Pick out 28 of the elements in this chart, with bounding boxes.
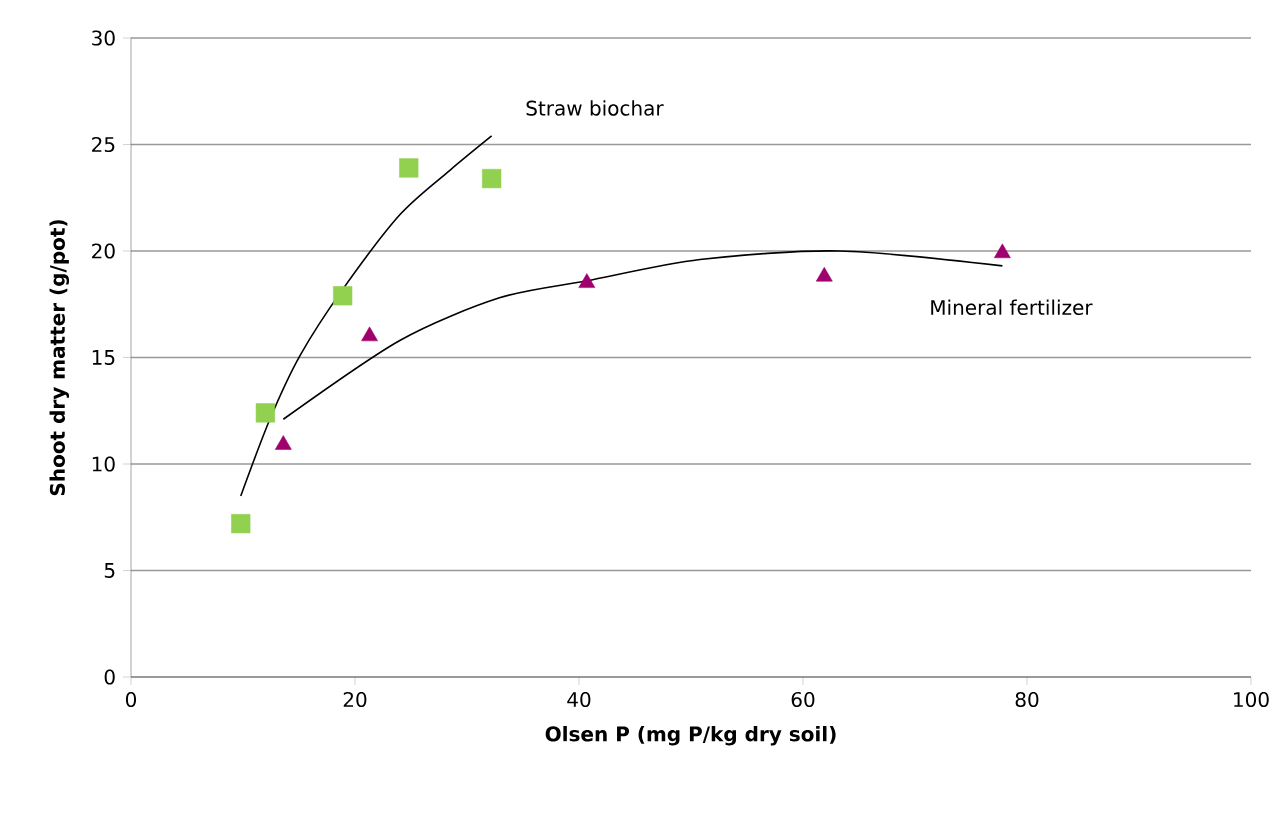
annotation: Straw biochar	[526, 100, 664, 116]
point	[274, 435, 292, 450]
y-tick-label: 10	[92, 456, 115, 472]
point	[578, 273, 596, 288]
point	[333, 286, 353, 306]
x-tick-label: 40	[567, 691, 591, 708]
y-tick-label: 30	[92, 30, 115, 46]
y-tick-label: 15	[92, 350, 115, 365]
line-series	[239, 135, 493, 497]
line-series	[282, 250, 1004, 421]
x-axis-title: Olsen P (mg P/kg dry soil)	[545, 726, 836, 746]
point	[255, 403, 275, 423]
point	[399, 158, 419, 178]
y-tick-label: 20	[92, 243, 115, 259]
y-tick-label: 25	[92, 136, 115, 153]
point	[482, 168, 502, 189]
point	[815, 266, 833, 282]
point	[361, 326, 378, 342]
y-tick-label: 5	[104, 563, 115, 578]
y-axis-title: Shoot dry matter (g/pot)	[49, 220, 70, 496]
x-tick-label: 20	[343, 691, 367, 708]
point	[994, 243, 1011, 259]
annotation: Mineral fertilizer	[931, 299, 1093, 315]
y-tick-label: 0	[104, 669, 115, 685]
x-tick-label: 60	[791, 691, 815, 708]
x-tick-label: 80	[1015, 691, 1039, 708]
x-tick-label: 0	[125, 691, 137, 708]
x-tick-label: 100	[1234, 691, 1269, 708]
